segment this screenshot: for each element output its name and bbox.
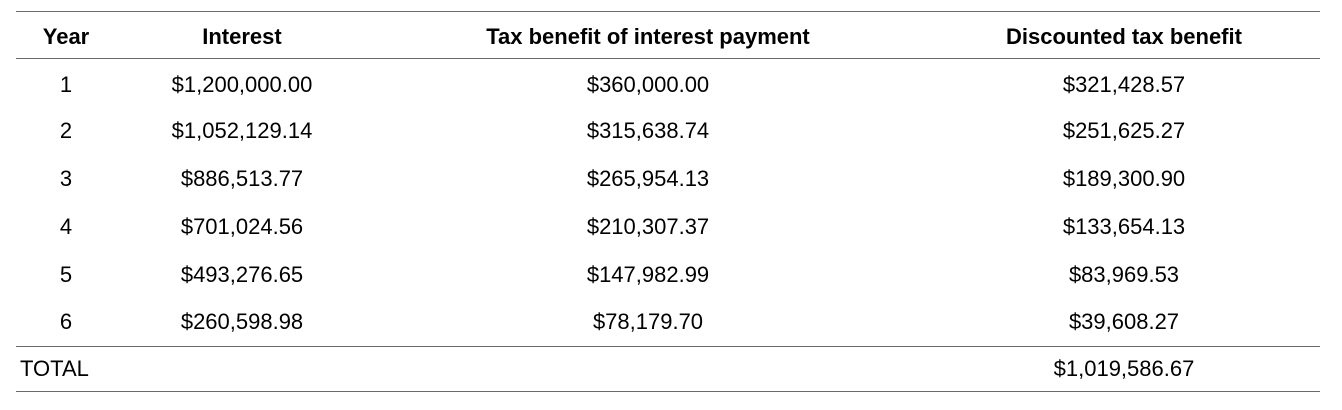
tax-benefit-table-container: Year Interest Tax benefit of interest pa… (16, 11, 1320, 392)
header-tax-benefit: Tax benefit of interest payment (368, 11, 928, 59)
cell-discounted: $251,625.27 (1062, 117, 1186, 143)
cell-interest: $1,052,129.14 (171, 117, 313, 143)
cell-interest: $701,024.56 (180, 213, 304, 239)
cell-tax-benefit: $315,638.74 (586, 117, 710, 143)
cell-interest: $260,598.98 (180, 309, 304, 335)
total-discounted-value: $1,019,586.67 (928, 346, 1320, 392)
cell-discounted: $39,608.27 (1068, 309, 1180, 335)
cell-year: 3 (59, 165, 73, 191)
cell-discounted: $83,969.53 (1068, 261, 1180, 287)
total-label: TOTAL (16, 346, 928, 392)
header-discounted-tax-benefit: Discounted tax benefit (928, 11, 1320, 59)
cell-discounted: $133,654.13 (1062, 213, 1186, 239)
table-row: 1 $1,200,000.00 $360,000.00 $321,428.57 (16, 59, 1320, 107)
cell-discounted: $189,300.90 (1062, 165, 1186, 191)
cell-interest: $886,513.77 (180, 165, 304, 191)
cell-year: 4 (59, 213, 73, 239)
header-row: Year Interest Tax benefit of interest pa… (16, 11, 1320, 59)
table-header: Year Interest Tax benefit of interest pa… (16, 11, 1320, 59)
table-row: 2 $1,052,129.14 $315,638.74 $251,625.27 (16, 107, 1320, 155)
cell-interest: $1,200,000.00 (171, 71, 313, 97)
table-row: 3 $886,513.77 $265,954.13 $189,300.90 (16, 155, 1320, 203)
table-row: 6 $260,598.98 $78,179.70 $39,608.27 (16, 299, 1320, 347)
tax-benefit-table: Year Interest Tax benefit of interest pa… (16, 11, 1320, 392)
cell-year: 1 (59, 71, 73, 97)
table-row: 4 $701,024.56 $210,307.37 $133,654.13 (16, 203, 1320, 251)
cell-tax-benefit: $78,179.70 (592, 309, 704, 335)
cell-tax-benefit: $360,000.00 (586, 71, 710, 97)
cell-tax-benefit: $265,954.13 (586, 165, 710, 191)
total-row: TOTAL $1,019,586.67 (16, 346, 1320, 392)
table-row: 5 $493,276.65 $147,982.99 $83,969.53 (16, 251, 1320, 299)
cell-discounted: $321,428.57 (1062, 71, 1186, 97)
cell-tax-benefit: $147,982.99 (586, 261, 710, 287)
cell-year: 6 (59, 309, 73, 335)
cell-year: 5 (59, 261, 73, 287)
header-year: Year (16, 11, 116, 59)
cell-tax-benefit: $210,307.37 (586, 213, 710, 239)
header-interest: Interest (116, 11, 368, 59)
cell-year: 2 (59, 117, 73, 143)
cell-interest: $493,276.65 (180, 261, 304, 287)
table-body: 1 $1,200,000.00 $360,000.00 $321,428.57 … (16, 59, 1320, 392)
